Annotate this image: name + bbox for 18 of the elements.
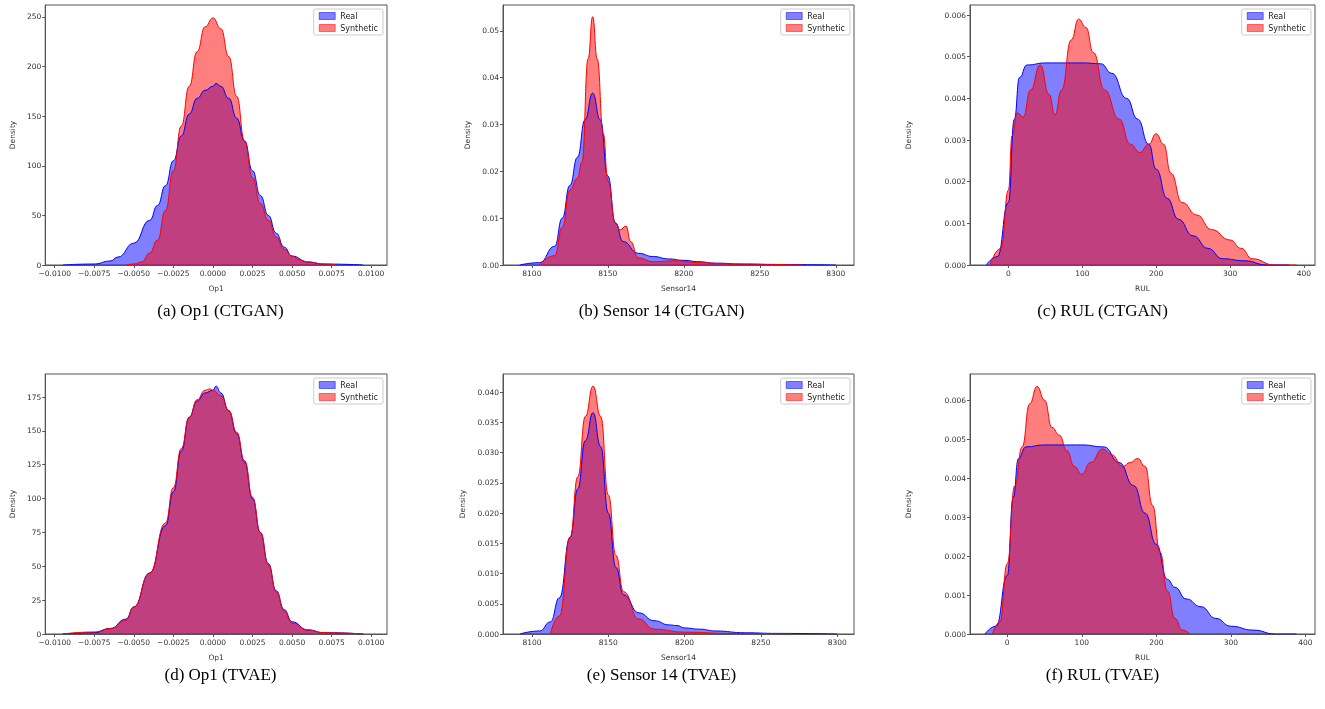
legend-label: Synthetic bbox=[1268, 23, 1307, 33]
text: (b) Sensor 14 (CTGAN) bbox=[578, 301, 745, 320]
legend-label: Synthetic bbox=[340, 23, 379, 33]
legend-label: Synthetic bbox=[807, 23, 846, 33]
text: (f) RUL (TVAE) bbox=[1045, 664, 1160, 684]
text: (d) Op1 (TVAE) bbox=[164, 664, 277, 684]
legend-label: Real bbox=[1268, 11, 1286, 21]
legend-label: Synthetic bbox=[340, 392, 379, 401]
legend-label: Real bbox=[1268, 380, 1286, 389]
legend-label: Real bbox=[807, 380, 825, 389]
legend-label: Synthetic bbox=[1268, 392, 1307, 401]
text: (e) Sensor 14 (TVAE) bbox=[586, 664, 737, 684]
legend-label: Real bbox=[807, 11, 825, 21]
text: (c) RUL (CTGAN) bbox=[1037, 301, 1168, 320]
legend-label: Synthetic bbox=[807, 392, 846, 401]
text: (a) Op1 (CTGAN) bbox=[157, 301, 284, 320]
legend-label: Real bbox=[340, 380, 358, 389]
legend-label: Real bbox=[340, 11, 358, 21]
